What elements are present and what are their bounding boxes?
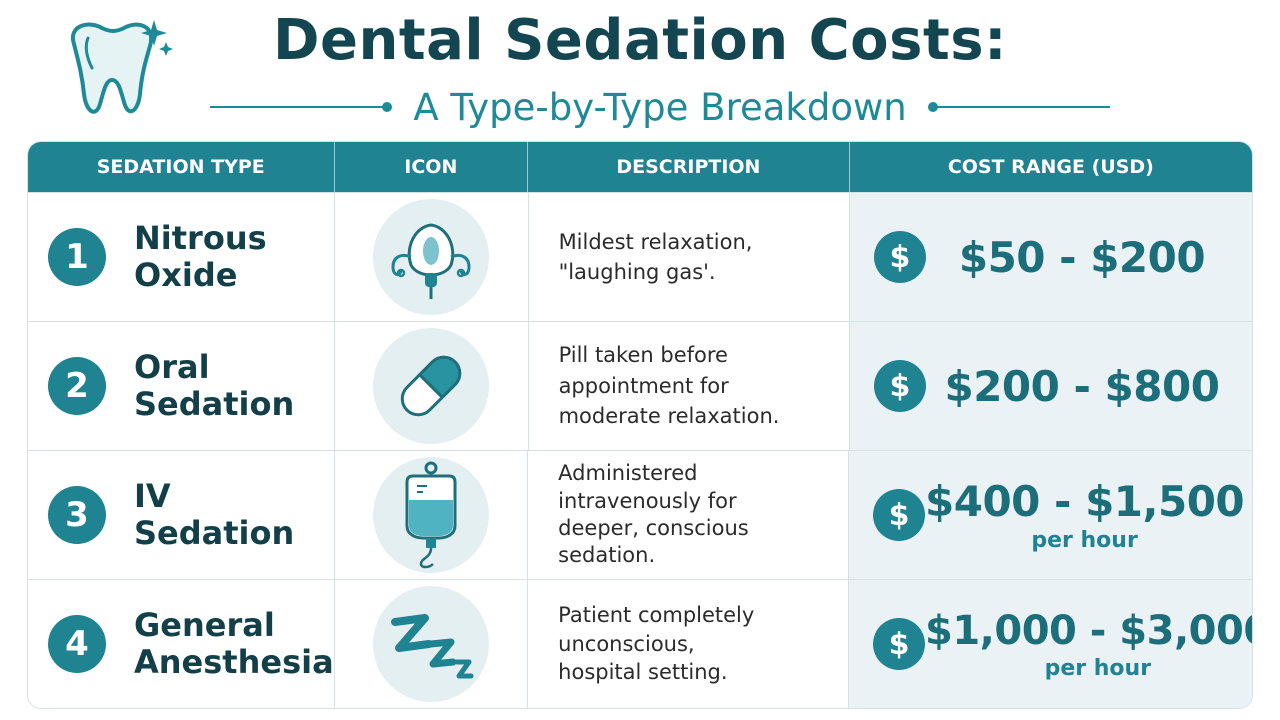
- type-name-line2: Sedation: [134, 385, 295, 423]
- type-name-line1: Oral: [134, 347, 210, 386]
- table-header: SEDATION TYPE ICON DESCRIPTION COST RANG…: [28, 142, 1252, 192]
- table-row: 1 Nitrous Oxide Mildest: [28, 192, 1252, 321]
- cost-range: $50 - $200: [958, 232, 1206, 282]
- column-header-description: DESCRIPTION: [528, 142, 850, 192]
- icon-cell: [335, 451, 529, 579]
- type-name-line2: Anesthesia: [134, 643, 334, 681]
- dollar-icon: $: [873, 489, 925, 541]
- page-subtitle: A Type-by-Type Breakdown: [413, 85, 907, 129]
- column-header-type: SEDATION TYPE: [28, 142, 335, 192]
- sedation-type-name: Oral Sedation: [134, 347, 334, 424]
- gas-mask-icon: [391, 223, 471, 299]
- description-cell: Patient completely unconscious, hospital…: [528, 580, 849, 708]
- cost-cell: $ $1,000 - $3,000 per hour: [849, 580, 1252, 708]
- type-cell: 3 IV Sedation: [28, 451, 335, 579]
- type-name-line2: Oxide: [134, 256, 238, 294]
- row-number-badge: 3: [48, 486, 106, 544]
- iv-bag-icon: [405, 461, 457, 569]
- description-cell: Administered intravenously for deeper, c…: [528, 451, 849, 579]
- subtitle-divider-left: [210, 102, 393, 112]
- type-cell: 2 Oral Sedation: [28, 322, 335, 450]
- table-row: 4 General Anesthesia Patient completely …: [28, 579, 1252, 708]
- subtitle-row: A Type-by-Type Breakdown: [210, 82, 1111, 132]
- dollar-icon: $: [873, 231, 926, 283]
- sedation-type-name: General Anesthesia: [134, 605, 334, 682]
- description-cell: Pill taken before appointment for modera…: [529, 322, 850, 450]
- cost-cell: $ $400 - $1,500 per hour: [849, 451, 1252, 579]
- cost-range: $400 - $1,500: [925, 477, 1245, 526]
- tooth-logo-icon: [70, 20, 173, 114]
- type-name-line2: Sedation: [134, 514, 295, 552]
- cost-cell: $ $50 - $200: [849, 193, 1252, 321]
- icon-cell: [335, 322, 529, 450]
- row-number-badge: 2: [48, 357, 106, 415]
- type-name-line1: IV: [134, 476, 171, 515]
- subtitle-divider-right: [927, 102, 1111, 112]
- column-header-cost: COST RANGE (USD): [947, 156, 1154, 178]
- pill-capsule-icon: [401, 355, 462, 417]
- sedation-description: Patient completely unconscious, hospital…: [558, 603, 755, 685]
- column-header-icon: ICON: [335, 142, 529, 192]
- page-title: Dental Sedation Costs:: [273, 8, 1007, 73]
- sedation-description: Administered intravenously for deeper, c…: [558, 461, 749, 568]
- cost-range: $1,000 - $3,000: [925, 607, 1253, 654]
- cost-unit-note: per hour: [1031, 528, 1138, 553]
- row-number-badge: 1: [48, 228, 106, 286]
- sedation-description: Mildest relaxation, "laughing gas'.: [558, 229, 753, 284]
- sleep-zzz-icon: [391, 614, 474, 679]
- cost-range: $200 - $800: [944, 361, 1220, 411]
- sedation-cost-table: SEDATION TYPE ICON DESCRIPTION COST RANG…: [27, 141, 1253, 709]
- icon-cell: [335, 193, 529, 321]
- dollar-icon: $: [873, 360, 926, 412]
- sedation-type-name: IV Sedation: [134, 476, 334, 553]
- dollar-icon: $: [873, 618, 925, 670]
- table-row: 2 Oral Sedation Pill taken before appoin…: [28, 321, 1252, 450]
- cost-cell: $ $200 - $800: [849, 322, 1252, 450]
- cost-unit-note: per hour: [1044, 655, 1152, 681]
- description-cell: Mildest relaxation, "laughing gas'.: [529, 193, 850, 321]
- sedation-type-name: Nitrous Oxide: [134, 218, 334, 295]
- type-name-line1: General: [134, 605, 275, 644]
- type-name-line1: Nitrous: [134, 218, 267, 257]
- table-row: 3 IV Sedation Administered intraven: [28, 450, 1252, 579]
- row-number-badge: 4: [48, 615, 106, 673]
- type-cell: 1 Nitrous Oxide: [28, 193, 335, 321]
- type-cell: 4 General Anesthesia: [28, 580, 335, 708]
- icon-cell: [335, 580, 529, 708]
- sedation-description: Pill taken before appointment for modera…: [558, 343, 780, 429]
